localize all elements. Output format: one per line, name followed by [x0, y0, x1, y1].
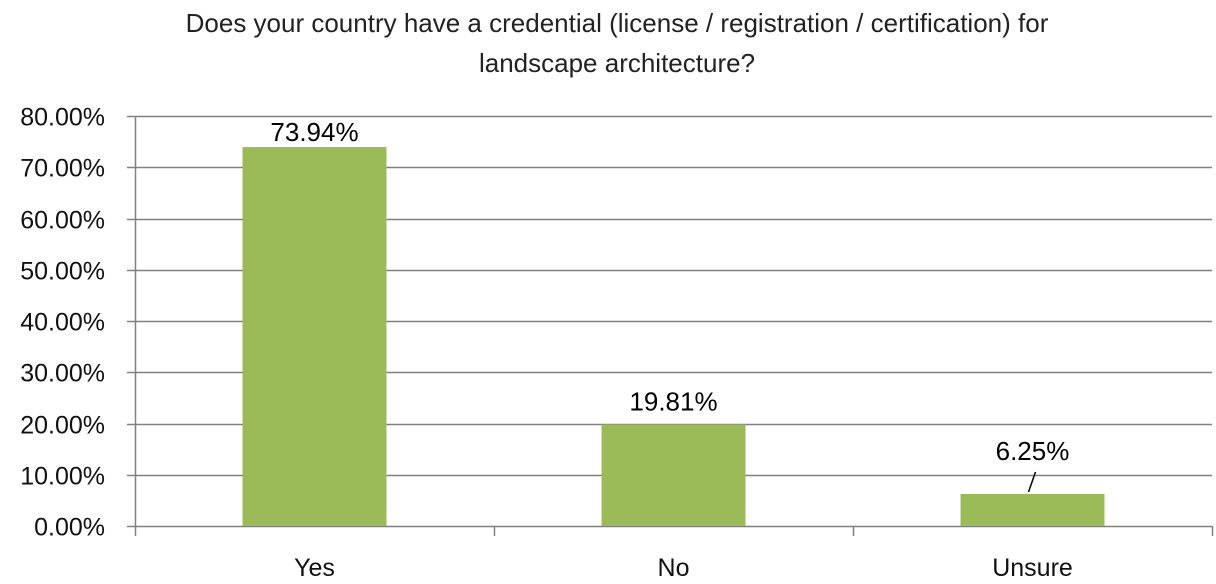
- bar-yes: [242, 147, 387, 526]
- x-axis-category-labels: Yes No Unsure: [294, 554, 1073, 582]
- y-axis-tick-labels: 0.00% 10.00% 20.00% 30.00% 40.00% 50.00% 60.00…: [20, 104, 105, 542]
- y-tick-label: 60.00%: [20, 207, 105, 235]
- y-tick-label: 50.00%: [20, 258, 105, 286]
- x-category-label: Unsure: [992, 554, 1073, 582]
- chart-title-line-2: landscape architecture?: [479, 48, 755, 78]
- x-category-label: No: [658, 554, 690, 582]
- y-tick-label: 20.00%: [20, 412, 105, 440]
- y-tick-label: 70.00%: [20, 155, 105, 183]
- bars: [242, 147, 1105, 526]
- x-category-label: Yes: [294, 554, 335, 582]
- chart-title-line-1: Does your country have a credential (lic…: [186, 8, 1049, 38]
- chart-title: Does your country have a credential (lic…: [186, 8, 1049, 78]
- data-label-leader: [1027, 471, 1037, 493]
- data-label: 73.94%: [270, 117, 358, 147]
- y-tick-label: 40.00%: [20, 309, 105, 337]
- y-tick-label: 0.00%: [34, 514, 105, 542]
- y-tick-label: 30.00%: [20, 360, 105, 388]
- data-labels: 73.94% 19.81% 6.25%: [270, 117, 1070, 493]
- data-label: 6.25%: [996, 436, 1070, 466]
- y-tick-label: 80.00%: [20, 104, 105, 132]
- data-label: 19.81%: [629, 386, 717, 416]
- axes: [127, 115, 1214, 536]
- bar-unsure: [960, 493, 1105, 526]
- bar-no: [601, 424, 746, 526]
- y-tick-label: 10.00%: [20, 463, 105, 491]
